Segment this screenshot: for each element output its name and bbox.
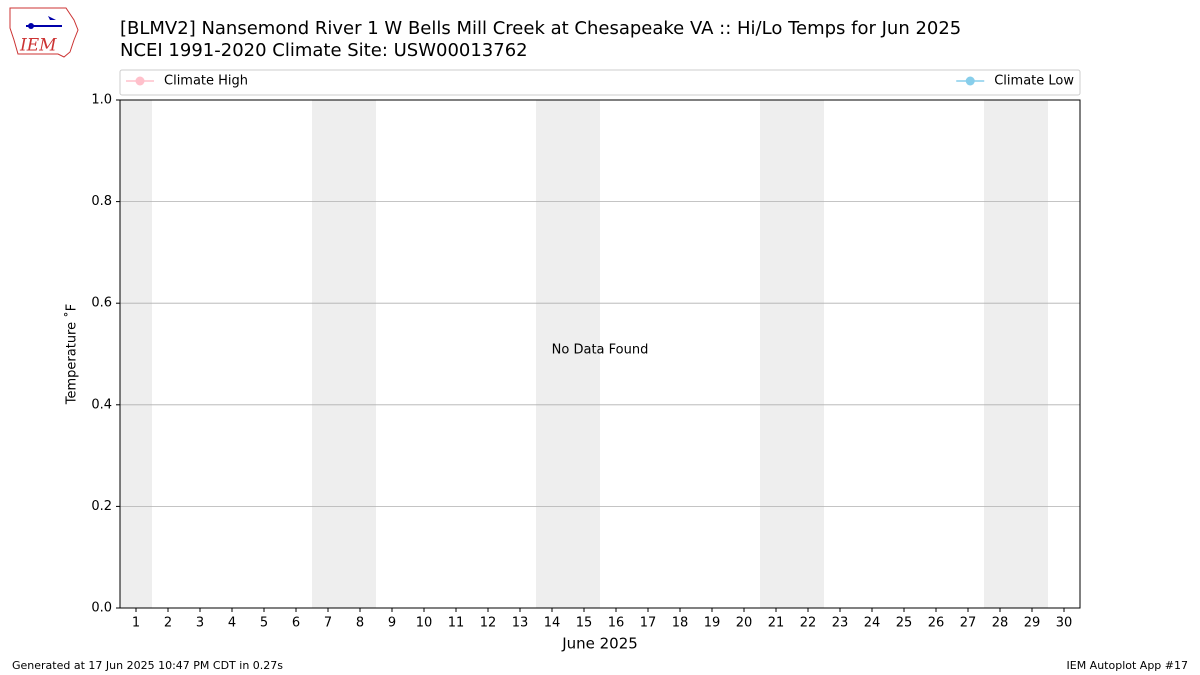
x-tick-label: 14	[544, 616, 561, 631]
x-tick-label: 13	[512, 616, 529, 631]
x-tick-label: 12	[480, 616, 497, 631]
legend-swatch	[965, 76, 975, 86]
weekend-shade	[984, 100, 1016, 608]
x-tick-label: 2	[164, 616, 172, 631]
y-axis-label: Temperature ˚F	[64, 304, 80, 405]
y-tick-label: 0.6	[91, 296, 112, 311]
x-tick-label: 23	[832, 616, 849, 631]
y-tick-label: 0.0	[91, 601, 112, 616]
y-tick-label: 1.0	[91, 93, 112, 108]
plot-frame	[119, 99, 1081, 609]
x-tick-label: 9	[388, 616, 396, 631]
x-tick-label: 15	[576, 616, 593, 631]
x-tick-label: 25	[896, 616, 913, 631]
x-tick-label: 22	[800, 616, 817, 631]
y-tick-label: 0.8	[91, 194, 112, 209]
x-tick-label: 1	[132, 616, 140, 631]
logo-icon	[28, 23, 34, 29]
footer-left: Generated at 17 Jun 2025 10:47 PM CDT in…	[12, 659, 283, 672]
x-tick-label: 28	[992, 616, 1009, 631]
x-tick-label: 4	[228, 616, 236, 631]
x-tick-label: 29	[1024, 616, 1041, 631]
x-tick-label: 5	[260, 616, 268, 631]
x-tick-label: 3	[196, 616, 204, 631]
annotation: No Data Found	[552, 343, 649, 358]
logo-text: IEM	[19, 36, 57, 56]
weekend-shade	[568, 100, 600, 608]
x-tick-label: 18	[672, 616, 689, 631]
x-tick-label: 7	[324, 616, 332, 631]
x-tick-label: 24	[864, 616, 881, 631]
weekend-shade	[312, 100, 344, 608]
legend-swatch	[135, 76, 145, 86]
logo: IEM	[9, 7, 79, 58]
logo-outline	[9, 7, 79, 58]
x-axis-label: June 2025	[561, 635, 638, 653]
x-tick-label: 17	[640, 616, 657, 631]
x-tick-label: 30	[1056, 616, 1073, 631]
weekend-shade	[120, 100, 152, 608]
weekend-shade	[344, 100, 376, 608]
weekend-shade	[792, 100, 824, 608]
x-tick-label: 26	[928, 616, 945, 631]
weekend-shade	[760, 100, 792, 608]
weekend-shade	[536, 100, 568, 608]
y-tick-label: 0.2	[91, 499, 112, 514]
x-tick-label: 19	[704, 616, 721, 631]
logo-icon	[48, 16, 56, 20]
x-tick-label: 21	[768, 616, 785, 631]
x-tick-label: 20	[736, 616, 753, 631]
legend-label: Climate Low	[994, 74, 1074, 89]
legend-box	[119, 69, 1081, 96]
x-tick-label: 8	[356, 616, 364, 631]
x-tick-label: 11	[448, 616, 465, 631]
legend-label: Climate High	[164, 74, 248, 89]
chart-title: [BLMV2] Nansemond River 1 W Bells Mill C…	[120, 18, 961, 39]
weekend-shade	[1016, 100, 1048, 608]
chart-subtitle: NCEI 1991-2020 Climate Site: USW00013762	[120, 40, 528, 61]
footer-right: IEM Autoplot App #17	[1067, 659, 1189, 672]
x-tick-label: 16	[608, 616, 625, 631]
x-tick-label: 6	[292, 616, 300, 631]
x-tick-label: 10	[416, 616, 433, 631]
x-tick-label: 27	[960, 616, 977, 631]
y-tick-label: 0.4	[91, 397, 112, 412]
